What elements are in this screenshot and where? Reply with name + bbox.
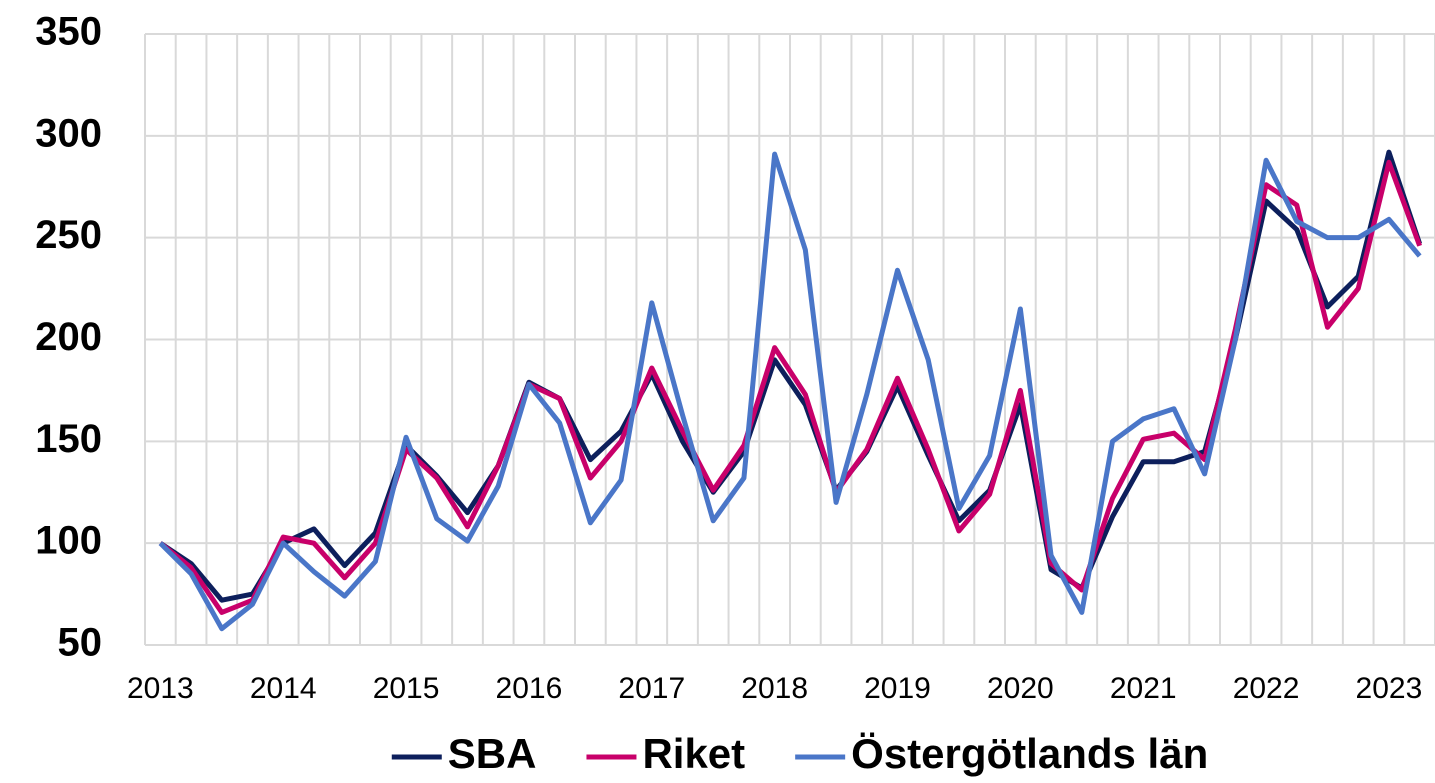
x-tick-label: 2019 bbox=[864, 672, 931, 705]
y-tick-label: 50 bbox=[58, 621, 103, 665]
legend-label: SBA bbox=[448, 730, 537, 777]
x-tick-label: 2013 bbox=[127, 672, 194, 705]
legend-label: Riket bbox=[642, 730, 745, 777]
y-tick-label: 250 bbox=[35, 213, 102, 257]
x-tick-label: 2023 bbox=[1356, 672, 1423, 705]
y-tick-label: 100 bbox=[35, 519, 102, 563]
x-tick-label: 2022 bbox=[1233, 672, 1300, 705]
y-tick-label: 200 bbox=[35, 315, 102, 359]
y-tick-label: 150 bbox=[35, 417, 102, 461]
x-tick-label: 2014 bbox=[250, 672, 317, 705]
legend-label: Östergötlands län bbox=[851, 730, 1208, 777]
x-tick-label: 2018 bbox=[741, 672, 808, 705]
y-tick-label: 300 bbox=[35, 111, 102, 155]
data-line bbox=[158, 159, 1422, 615]
y-tick-label: 350 bbox=[35, 10, 102, 54]
x-tick-label: 2015 bbox=[373, 672, 440, 705]
data-line bbox=[158, 151, 1422, 632]
x-tick-label: 2016 bbox=[496, 672, 563, 705]
x-tick-label: 2017 bbox=[618, 672, 685, 705]
x-tick-label: 2020 bbox=[987, 672, 1054, 705]
x-tick-label: 2021 bbox=[1110, 672, 1177, 705]
